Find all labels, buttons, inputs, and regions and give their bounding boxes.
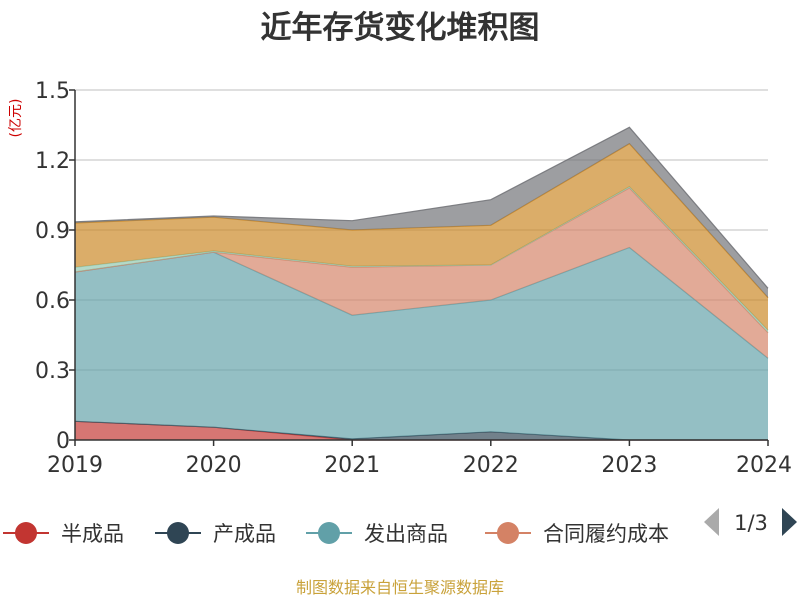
series-area-1[interactable] <box>75 421 768 440</box>
x-tick-label: 2024 <box>736 453 792 478</box>
y-axis-unit: (亿元) <box>8 99 24 138</box>
y-tick-label: 0.9 <box>35 219 70 244</box>
legend-next-arrow[interactable] <box>782 508 797 536</box>
y-tick-label: 0.6 <box>35 289 70 314</box>
legend-marker <box>318 522 340 544</box>
stacked-areas <box>74 126 769 441</box>
x-tick-label: 2019 <box>47 453 103 478</box>
legend-marker <box>497 522 519 544</box>
x-tick-label: 2021 <box>324 453 380 478</box>
y-tick-label: 0 <box>56 429 70 454</box>
series-area-7[interactable] <box>75 127 768 298</box>
legend-item[interactable]: 半成品 <box>3 522 124 546</box>
legend-marker <box>15 522 37 544</box>
legend-label: 半成品 <box>61 522 124 546</box>
legend-item[interactable]: 发出商品 <box>306 522 448 546</box>
legend-item[interactable]: 产成品 <box>155 522 276 546</box>
legend-label: 发出商品 <box>364 522 448 546</box>
chart-title: 近年存货变化堆积图 <box>261 10 540 46</box>
axes: 2019 2020 2021 2022 2023 2024 <box>47 89 792 478</box>
series-area-3[interactable] <box>75 247 768 441</box>
legend-label: 合同履约成本 <box>543 522 669 546</box>
y-tick-label: 1.2 <box>35 149 70 174</box>
x-tick-label: 2022 <box>463 453 519 478</box>
legend-prev-arrow[interactable] <box>704 508 719 536</box>
legend-page-indicator: 1/3 <box>734 511 768 535</box>
series-area-4[interactable] <box>75 188 768 359</box>
series-line-7 <box>74 126 769 289</box>
legend-label: 产成品 <box>213 522 276 546</box>
legend-marker <box>167 522 189 544</box>
x-tick-label: 2023 <box>601 453 657 478</box>
x-tick-label: 2020 <box>186 453 242 478</box>
data-source-note: 制图数据来自恒生聚源数据库 <box>296 578 504 597</box>
y-tick-label: 0.3 <box>35 359 70 384</box>
legend-pager: 1/3 <box>704 508 797 536</box>
legend-item[interactable]: 合同履约成本 <box>485 522 669 546</box>
legend: 半成品 产成品 发出商品 合同履约成本 <box>3 522 669 546</box>
series-area-6[interactable] <box>75 143 768 331</box>
series-area-2[interactable] <box>75 421 768 440</box>
y-tick-label: 1.5 <box>35 79 70 104</box>
